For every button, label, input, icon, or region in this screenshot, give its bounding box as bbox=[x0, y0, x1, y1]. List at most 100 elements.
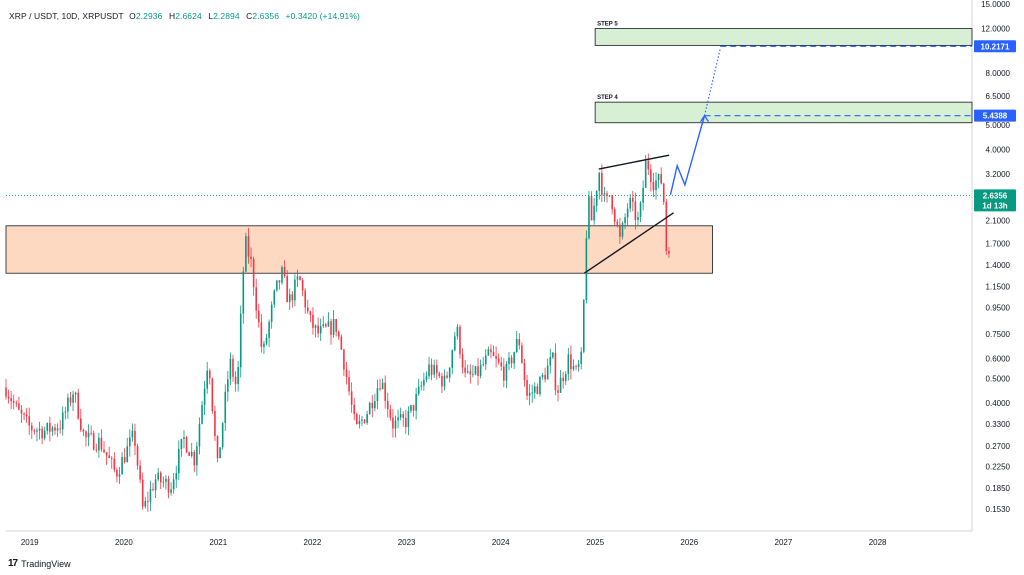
target-price-badge bbox=[974, 40, 1016, 53]
candle-body bbox=[41, 428, 43, 439]
candle-body bbox=[121, 456, 123, 475]
candle-body bbox=[100, 437, 103, 450]
candle-body bbox=[216, 436, 219, 459]
candle-body bbox=[296, 276, 299, 280]
candle-body bbox=[428, 364, 430, 377]
candle-body bbox=[433, 365, 435, 375]
candle-body bbox=[74, 392, 77, 395]
tradingview-branding[interactable]: 17 TradingView bbox=[8, 558, 71, 569]
time-tick-label: 2022 bbox=[304, 538, 322, 547]
candle-body bbox=[299, 276, 301, 281]
candle-body bbox=[332, 319, 335, 335]
candle-body bbox=[10, 398, 12, 402]
low-label: L bbox=[208, 11, 214, 21]
candle-body bbox=[474, 366, 477, 375]
candle-body bbox=[255, 287, 258, 311]
candle-body bbox=[595, 190, 598, 206]
candle-body bbox=[482, 364, 484, 365]
candle-body bbox=[51, 427, 54, 432]
symbol-label[interactable]: XRP / USDT, 10D, XRPUSDT bbox=[9, 11, 124, 21]
candle-body bbox=[435, 365, 438, 374]
candle-body bbox=[203, 388, 206, 405]
candle-body bbox=[345, 369, 348, 378]
last-price-badge bbox=[974, 189, 1016, 212]
candle-body bbox=[314, 325, 317, 328]
candle-body bbox=[366, 414, 368, 423]
projection-dotted-path bbox=[703, 48, 721, 116]
candle-body bbox=[379, 388, 381, 390]
candle-body bbox=[668, 250, 670, 254]
candle-body bbox=[479, 364, 482, 376]
candle-body bbox=[497, 358, 500, 363]
bar-countdown-label: 1d 13h bbox=[982, 201, 1007, 210]
target-zone-label: STEP 4 bbox=[597, 95, 618, 101]
candle-body bbox=[12, 401, 15, 403]
candle-body bbox=[590, 196, 593, 221]
candle-body bbox=[30, 425, 33, 431]
open-value: 2.2936 bbox=[135, 11, 163, 21]
candle-body bbox=[281, 267, 283, 283]
candle-body bbox=[456, 326, 459, 337]
candle-body bbox=[159, 472, 162, 483]
candle-body bbox=[67, 397, 69, 412]
candle-body bbox=[56, 428, 59, 431]
price-tick-label: 1.4000 bbox=[986, 261, 1011, 270]
candle-body bbox=[180, 438, 183, 449]
candle-body bbox=[386, 400, 389, 410]
candle-body bbox=[650, 169, 652, 182]
candle-body bbox=[219, 447, 221, 459]
tradingview-logo-icon: 17 bbox=[8, 558, 18, 569]
candle-body bbox=[273, 290, 276, 305]
candle-body bbox=[448, 367, 451, 378]
candle-body bbox=[126, 446, 129, 463]
price-tick-label: 1.7000 bbox=[986, 240, 1011, 249]
price-tick-label: 1.1500 bbox=[986, 283, 1011, 292]
candle-body bbox=[237, 367, 239, 385]
candle-body bbox=[350, 391, 353, 405]
candle-body bbox=[443, 375, 446, 387]
candle-body bbox=[582, 300, 585, 352]
time-tick-label: 2028 bbox=[869, 538, 887, 547]
candle-body bbox=[361, 419, 363, 421]
candle-body bbox=[59, 428, 61, 430]
candle-body bbox=[546, 365, 549, 380]
price-tick-label: 5.0000 bbox=[986, 121, 1011, 130]
candle-body bbox=[637, 217, 639, 220]
candle-body bbox=[175, 473, 178, 480]
candle-body bbox=[371, 402, 374, 409]
candle-body bbox=[405, 417, 407, 428]
time-tick-label: 2021 bbox=[209, 538, 227, 547]
price-tick-label: 15.0000 bbox=[981, 0, 1010, 9]
candle-body bbox=[487, 349, 490, 356]
candle-body bbox=[454, 336, 456, 351]
candle-body bbox=[536, 386, 539, 395]
candle-body bbox=[624, 217, 626, 224]
candle-body bbox=[18, 403, 20, 410]
candle-body bbox=[575, 366, 577, 368]
candle-body bbox=[356, 414, 358, 425]
candle-body bbox=[291, 294, 294, 301]
candle-body bbox=[105, 452, 108, 456]
price-tick-label: 3.2000 bbox=[986, 170, 1011, 179]
candle-body bbox=[286, 276, 288, 303]
candle-body bbox=[330, 321, 332, 335]
candle-body bbox=[539, 377, 541, 395]
candle-body bbox=[515, 339, 518, 353]
candle-body bbox=[211, 378, 214, 411]
candle-body bbox=[425, 376, 428, 380]
candle-body bbox=[247, 236, 250, 257]
candle-body bbox=[461, 354, 464, 368]
candle-body bbox=[134, 430, 136, 446]
price-tick-label: 2.1000 bbox=[986, 216, 1011, 225]
candle-body bbox=[152, 489, 154, 491]
candle-body bbox=[185, 437, 188, 453]
time-tick-label: 2023 bbox=[398, 538, 416, 547]
candle-body bbox=[325, 324, 327, 327]
candle-body bbox=[430, 364, 433, 375]
candle-body bbox=[72, 394, 74, 403]
candle-body bbox=[500, 362, 503, 367]
candle-body bbox=[626, 208, 629, 218]
price-tick-label: 8.0000 bbox=[986, 69, 1011, 78]
